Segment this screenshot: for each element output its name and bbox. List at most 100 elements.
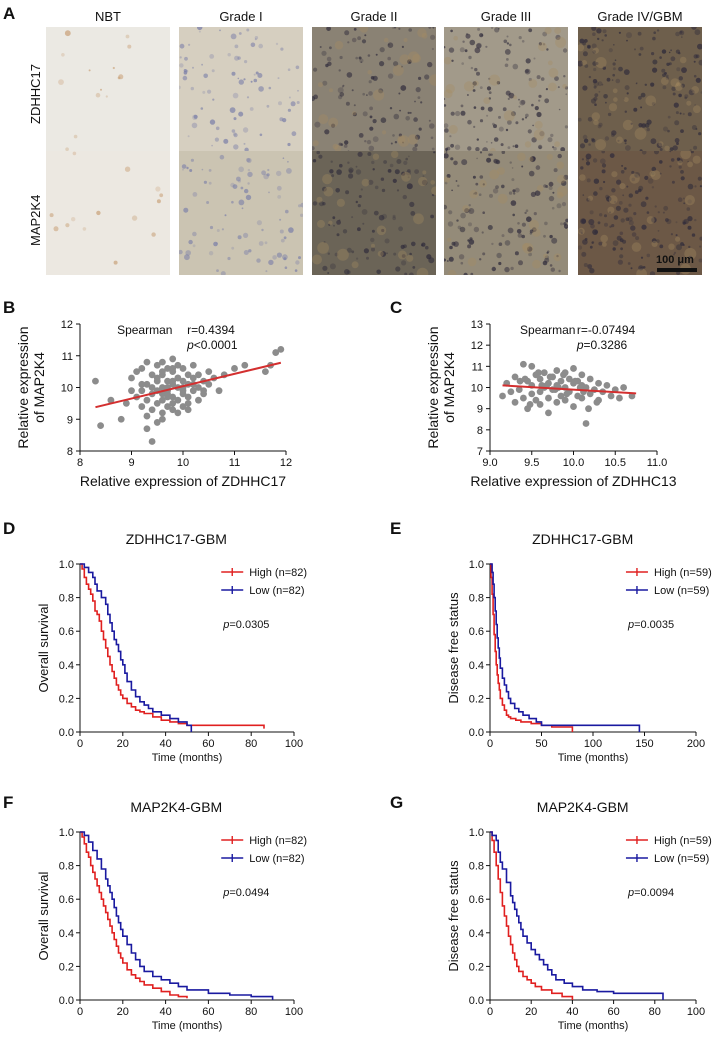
- y-tick-label: 1.0: [469, 559, 484, 571]
- data-point: [560, 371, 567, 379]
- x-axis-title: Relative expression of ZDHHC13: [470, 473, 676, 489]
- data-point: [520, 394, 527, 402]
- x-tick-label: 40: [159, 1006, 171, 1018]
- data-point: [97, 422, 104, 429]
- data-point: [164, 403, 171, 410]
- data-point: [553, 367, 561, 374]
- x-tick-label: 20: [117, 1006, 129, 1018]
- data-point: [195, 371, 202, 379]
- x-tick-label: 60: [607, 1006, 619, 1018]
- data-point: [184, 393, 192, 401]
- panel-letter-c: C: [390, 298, 403, 317]
- data-point: [189, 374, 197, 382]
- data-point: [174, 374, 182, 382]
- x-tick-label: 0: [77, 1006, 83, 1018]
- ihc-tile: [46, 27, 170, 151]
- legend-label: Low (n=82): [249, 853, 304, 865]
- chart-title: ZDHHC17-GBM: [126, 531, 227, 547]
- data-point: [159, 358, 166, 366]
- data-point: [148, 438, 156, 445]
- data-point: [535, 369, 542, 377]
- data-point: [272, 349, 280, 356]
- regression-line: [95, 361, 282, 409]
- p-value: p=0.0494: [222, 887, 269, 899]
- data-point: [159, 384, 166, 391]
- y-tick-label: 0.6: [59, 626, 74, 638]
- data-point: [169, 393, 177, 401]
- data-point: [620, 384, 627, 391]
- data-point: [262, 368, 269, 376]
- low-survival-curve: [80, 831, 274, 1000]
- y-tick-label: 7: [477, 446, 483, 458]
- y-tick-label: 13: [471, 319, 483, 331]
- y-axis-title-line1: Relative expression: [15, 326, 31, 448]
- y-tick-label: 0.8: [469, 861, 484, 873]
- data-point: [189, 361, 197, 369]
- y-tick-label: 1.0: [469, 827, 484, 839]
- data-point: [164, 365, 171, 372]
- panel-letter-e: E: [390, 519, 402, 538]
- x-tick-label: 100: [687, 1006, 705, 1018]
- data-point: [195, 384, 202, 391]
- data-point: [516, 377, 524, 385]
- p-value: p=0.3286: [576, 338, 628, 352]
- x-tick-label: 0: [487, 1006, 493, 1018]
- survival-chart-e: ZDHHC17-GBM 0 50 100 150 200 0.0 0.2 0.4 0.6 0.8 1.…: [446, 531, 712, 764]
- legend-label: High (n=82): [249, 835, 307, 847]
- spearman-label: Spearman: [520, 323, 575, 337]
- column-header-grade-2: Grade II: [350, 9, 398, 24]
- x-tick-label: 10.0: [563, 457, 584, 469]
- ihc-tile: [46, 151, 170, 275]
- data-point: [133, 368, 141, 376]
- y-axis-title-line2: of MAP2K4: [441, 352, 457, 423]
- chart-title: ZDHHC17-GBM: [532, 531, 633, 547]
- column-header-grade-1: Grade I: [219, 9, 263, 24]
- data-point: [92, 377, 99, 385]
- survival-chart-d: ZDHHC17-GBM 0 20 40 60 80 100 0.0 0.2 0.4 0.6 0.8 1.…: [36, 531, 307, 764]
- data-point: [169, 399, 177, 407]
- x-axis-title: Relative expression of ZDHHC17: [80, 473, 286, 489]
- high-survival-curve: [490, 563, 574, 732]
- data-point: [231, 365, 238, 372]
- x-tick-label: 11: [229, 457, 240, 469]
- y-tick-label: 0.2: [469, 693, 484, 705]
- low-survival-curve: [490, 831, 664, 1000]
- data-point: [607, 392, 615, 400]
- low-survival-curve: [490, 563, 641, 732]
- legend-label: High (n=82): [249, 567, 307, 579]
- x-tick-label: 60: [202, 1006, 214, 1018]
- y-tick-label: 0.0: [59, 727, 74, 739]
- y-axis-title: Disease free status: [446, 592, 461, 704]
- x-tick-label: 20: [117, 738, 129, 750]
- data-point: [545, 394, 552, 402]
- legend-label: High (n=59): [654, 567, 712, 579]
- y-tick-label: 9: [477, 404, 483, 416]
- data-point: [179, 365, 187, 372]
- scale-bar-label: 100 μm: [656, 254, 694, 266]
- y-tick-label: 0.8: [59, 593, 74, 605]
- data-point: [570, 365, 577, 372]
- data-point: [169, 355, 177, 363]
- y-tick-label: 0.4: [469, 660, 484, 672]
- regression-line: [502, 384, 637, 395]
- data-point: [128, 387, 135, 395]
- data-point: [241, 361, 249, 369]
- y-tick-label: 8: [67, 446, 73, 458]
- data-point: [571, 377, 579, 385]
- data-point: [148, 384, 156, 391]
- data-point: [184, 406, 192, 414]
- data-point: [557, 377, 565, 385]
- p-value: p=0.0305: [222, 619, 269, 631]
- panel-letter-b: B: [3, 298, 16, 317]
- data-point: [585, 405, 592, 413]
- data-point: [593, 398, 601, 406]
- data-point: [169, 377, 177, 385]
- ihc-tile: [179, 151, 303, 275]
- data-point: [153, 377, 161, 385]
- x-axis-title: Time (months): [152, 1020, 223, 1032]
- data-point: [128, 374, 135, 382]
- data-point: [528, 390, 536, 398]
- ihc-tile: [578, 27, 702, 151]
- data-point: [174, 361, 182, 369]
- y-tick-label: 0.0: [469, 995, 484, 1007]
